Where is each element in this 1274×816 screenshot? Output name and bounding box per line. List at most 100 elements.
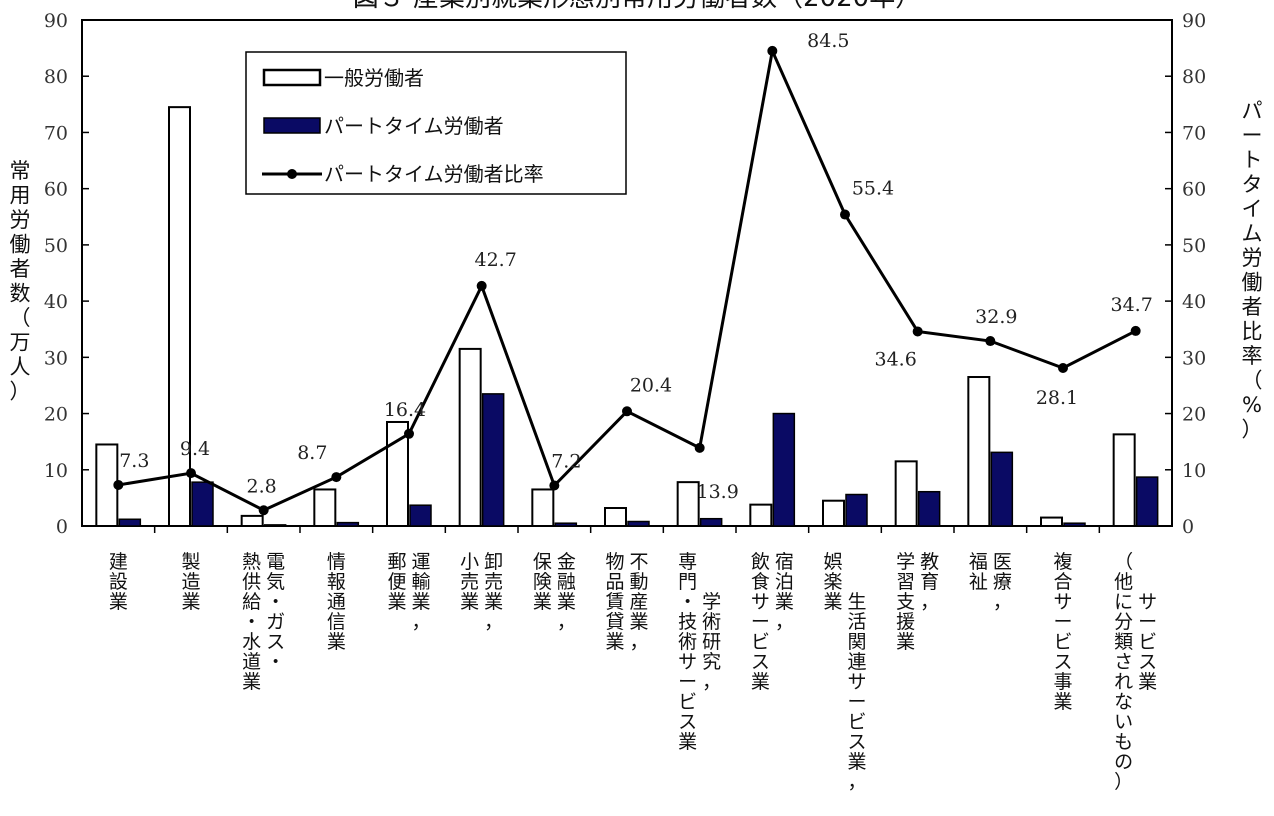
bar-part-time-workers — [1063, 522, 1086, 527]
ratio-point — [694, 442, 705, 453]
left-tick-label: 20 — [44, 404, 68, 426]
left-tick-label: 40 — [44, 291, 68, 313]
right-tick-label: 80 — [1182, 66, 1206, 88]
category-label: 保険業 — [533, 551, 552, 613]
category-label: 物品賃貸業 — [605, 551, 624, 653]
chart-title: 図３ 産業別就業形態別常用労働者数（2020年） — [353, 0, 921, 13]
left-tick-label: 30 — [44, 347, 68, 369]
right-tick-label: 20 — [1182, 404, 1206, 426]
bar-general-workers — [894, 460, 918, 528]
category-label: 金融業， — [557, 551, 576, 633]
category-label: 情報通信業 — [327, 551, 346, 653]
category-label: 郵便業 — [387, 551, 406, 613]
category-labels: 建設業 製造業 電気・ガス・熱供給・水道業 情報通信業 運輸業， 郵便業 卸売業， 小売業 金融… — [109, 551, 1157, 793]
ratio-point — [622, 406, 632, 417]
category-label: 建設業 — [109, 551, 128, 613]
ratio-data-label: 55.4 — [852, 178, 894, 200]
bar-part-time-workers — [772, 412, 796, 527]
bar-part-time-workers — [990, 451, 1014, 527]
right-tick-label: 70 — [1182, 122, 1206, 144]
category-label: 飲食サービス業 — [751, 551, 770, 693]
bar-general-workers — [604, 507, 627, 527]
right-tick-label: 10 — [1182, 460, 1206, 482]
ratio-data-label: 28.1 — [1036, 387, 1078, 409]
category-label: 運輸業， — [411, 551, 430, 633]
bar-part-time-workers — [845, 493, 868, 527]
right-tick-label: 0 — [1182, 516, 1194, 538]
category-label: 教育， — [920, 551, 939, 613]
left-tick-label: 80 — [44, 66, 68, 88]
bar-general-workers — [386, 420, 409, 527]
bar-part-time-workers — [118, 518, 142, 527]
ratio-data-label: 13.9 — [697, 481, 739, 503]
bar-part-time-workers — [917, 490, 941, 527]
category-label: 医療， — [993, 551, 1012, 613]
left-tick-label: 0 — [56, 516, 68, 538]
right-axis-label: パートタイム労働者比率（%） — [1242, 99, 1263, 442]
legend-swatch-ratio-point — [287, 169, 297, 179]
ratio-data-label: 2.8 — [247, 475, 277, 497]
bar-part-time-workers — [1135, 476, 1159, 527]
bar-part-time-workers — [336, 521, 360, 527]
ratio-data-label: 8.7 — [297, 442, 327, 464]
bar-part-time-workers — [191, 481, 214, 527]
legend-label-part-time: パートタイム労働者 — [324, 114, 504, 138]
ratio-point — [767, 45, 778, 56]
ratio-point — [331, 472, 342, 483]
ratio-point — [912, 326, 923, 337]
left-tick-label: 60 — [44, 179, 68, 201]
bar-general-workers — [531, 488, 555, 528]
ratio-point — [840, 209, 850, 220]
bar-general-workers — [240, 514, 264, 528]
bar-general-workers — [458, 347, 482, 527]
bar-general-workers — [676, 481, 700, 527]
category-label: 卸売業， — [484, 551, 503, 633]
category-label: サービス業 — [1138, 591, 1157, 693]
legend-swatch-part-time — [263, 117, 321, 134]
ratio-point — [1130, 325, 1141, 336]
category-label: 複合サービス事業 — [1053, 551, 1072, 713]
right-tick-label: 60 — [1182, 179, 1206, 201]
ratio-data-label: 7.2 — [551, 451, 581, 473]
bar-general-workers — [749, 503, 773, 528]
right-tick-label: 40 — [1182, 291, 1206, 313]
left-tick-label: 10 — [44, 460, 68, 482]
bar-part-time-workers — [554, 522, 578, 527]
ratio-point — [258, 505, 269, 516]
left-tick-label: 50 — [44, 235, 68, 257]
ratio-data-label: 84.5 — [807, 30, 849, 52]
bar-general-workers — [1040, 516, 1063, 527]
ratio-point — [1058, 363, 1068, 374]
legend-label-general: 一般労働者 — [324, 66, 424, 90]
ratio-point — [549, 480, 560, 491]
ratio-point — [985, 336, 996, 347]
category-label: 製造業 — [181, 551, 200, 613]
ratio-data-label: 7.3 — [119, 450, 149, 472]
legend-label-ratio: パートタイム労働者比率 — [324, 162, 544, 186]
bar-part-time-workers — [481, 393, 505, 527]
ratio-point — [404, 428, 414, 439]
left-tick-label: 90 — [44, 10, 68, 32]
bar-part-time-workers — [699, 517, 723, 527]
ratio-data-label: 16.4 — [384, 399, 426, 421]
ratio-point — [476, 280, 487, 291]
right-tick-label: 30 — [1182, 347, 1206, 369]
legend-swatch-general — [262, 68, 322, 87]
category-label: （他に分類されないもの） — [1114, 551, 1133, 793]
category-label: 専門・技術サービス業 — [678, 551, 697, 753]
data-labels: 7.3 9.4 2.8 8.7 16.4 42.7 7.2 20.4 13.9 84.5 55.4 3… — [119, 30, 1153, 503]
ratio-data-label: 9.4 — [180, 438, 210, 460]
bars — [95, 106, 1159, 528]
bar-part-time-workers — [409, 504, 432, 527]
bar-part-time-workers — [627, 520, 650, 527]
right-tick-label: 50 — [1182, 235, 1206, 257]
bar-general-workers — [313, 488, 337, 528]
ratio-data-label: 42.7 — [475, 249, 517, 271]
category-label: 生活関連サービス業， — [847, 591, 866, 793]
ratio-data-label: 34.6 — [875, 348, 917, 370]
bar-part-time-workers — [263, 524, 287, 527]
left-tick-label: 70 — [44, 122, 68, 144]
